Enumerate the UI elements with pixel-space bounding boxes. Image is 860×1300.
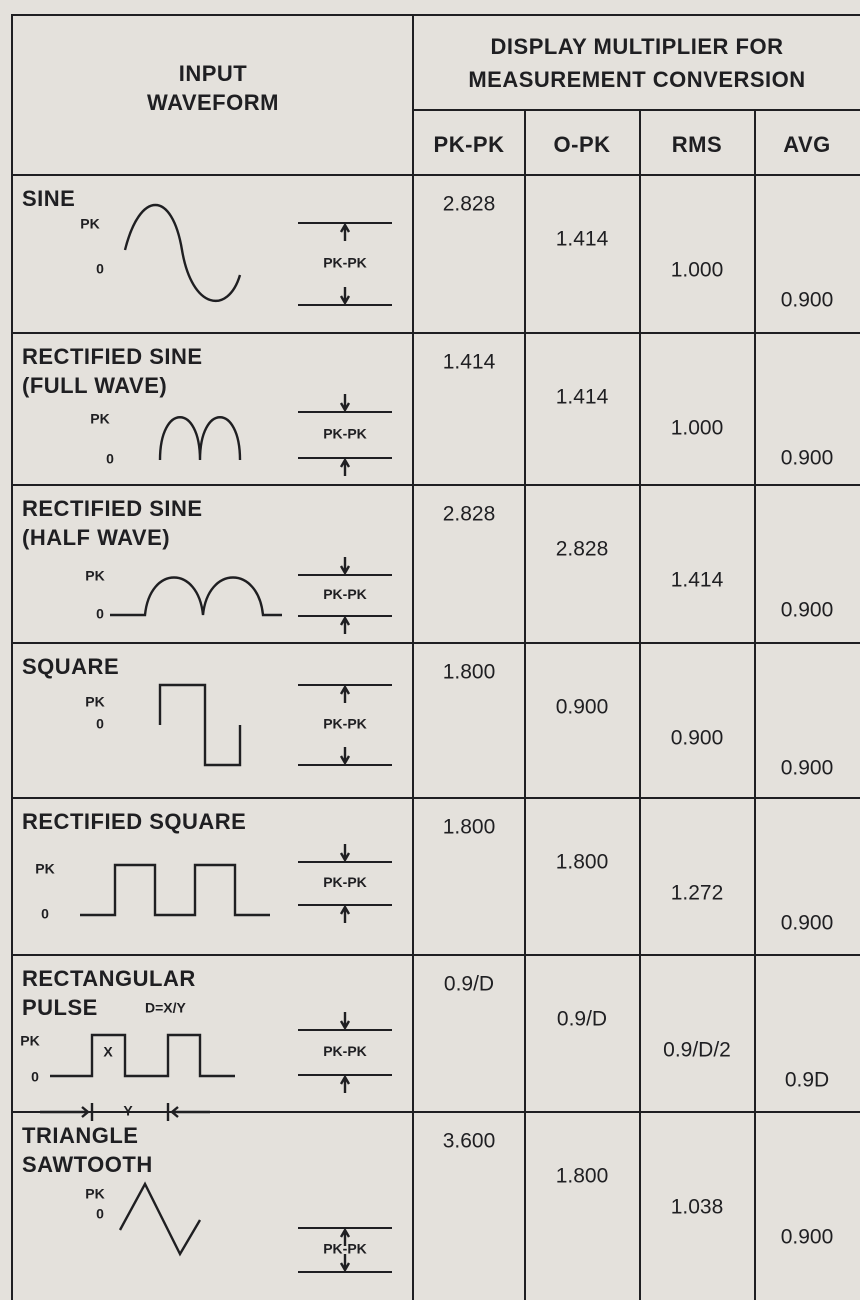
header-text: INPUT: [179, 61, 248, 86]
multiplier-value: 0.900: [781, 912, 834, 935]
multiplier-value: 1.000: [671, 417, 724, 440]
waveform: [125, 205, 240, 301]
waveform-name: RECTANGULAR: [22, 966, 196, 991]
multiplier-value: 1.272: [671, 882, 724, 905]
table-border: [12, 15, 860, 1300]
zero-label: 0: [106, 451, 114, 467]
multiplier-value: 1.414: [556, 386, 609, 409]
pk-label: PK: [85, 694, 104, 710]
pk-label: PK: [90, 411, 109, 427]
pkpk-label: PK-PK: [323, 426, 367, 442]
column-header: AVG: [783, 132, 831, 157]
waveform-name: PULSE: [22, 995, 98, 1020]
page: {"header": {"input_waveform": ["INPUT", …: [0, 0, 860, 1300]
zero-label: 0: [96, 261, 104, 277]
measure-arrow: [341, 287, 349, 303]
multiplier-value: 1.800: [556, 851, 609, 874]
column-header: RMS: [672, 132, 722, 157]
waveform-name: RECTIFIED SINE: [22, 496, 203, 521]
multiplier-value: 2.828: [443, 503, 496, 526]
multiplier-value: 0.900: [781, 599, 834, 622]
multiplier-value: 1.800: [443, 816, 496, 839]
measure-arrow: [341, 844, 349, 860]
waveform-name: SAWTOOTH: [22, 1152, 153, 1177]
zero-label: 0: [41, 906, 49, 922]
waveform-name: RECTIFIED SQUARE: [22, 809, 246, 834]
waveform: [160, 685, 240, 765]
pkpk-label: PK-PK: [323, 1241, 367, 1257]
multiplier-value: 1.800: [443, 661, 496, 684]
pkpk-label: PK-PK: [323, 586, 367, 602]
column-header: PK-PK: [434, 132, 505, 157]
multiplier-value: 0.900: [671, 727, 724, 750]
waveform-name: TRIANGLE: [22, 1123, 138, 1148]
measure-arrow: [341, 1077, 349, 1093]
pk-label: PK: [80, 216, 99, 232]
header-text: DISPLAY MULTIPLIER FOR: [491, 34, 784, 59]
zero-label: 0: [31, 1069, 39, 1085]
multiplier-value: 0.900: [556, 696, 609, 719]
multiplier-value: 0.9D: [785, 1069, 829, 1092]
multiplier-value: 0.9/D: [557, 1008, 607, 1031]
measure-arrow: [341, 394, 349, 410]
pkpk-label: PK-PK: [323, 255, 367, 271]
pk-label: PK: [20, 1033, 39, 1049]
measure-arrow: [341, 1012, 349, 1028]
multiplier-value: 1.414: [671, 569, 724, 592]
multiplier-value: 1.800: [556, 1165, 609, 1188]
multiplier-value: 0.900: [781, 1226, 834, 1249]
header-text: MEASUREMENT CONVERSION: [468, 67, 805, 92]
multiplier-value: 0.9/D/2: [663, 1039, 731, 1062]
conversion-table: INPUT WAVEFORM DISPLAY MULTIPLIER FOR ME…: [0, 0, 860, 1300]
measure-arrow: [341, 557, 349, 573]
measure-arrow: [341, 747, 349, 763]
zero-label: 0: [96, 1206, 104, 1222]
waveform-name: SINE: [22, 186, 75, 211]
waveform: [110, 578, 282, 616]
waveform-name: RECTIFIED SINE: [22, 344, 203, 369]
zero-label: 0: [96, 716, 104, 732]
waveform-name: (FULL WAVE): [22, 373, 167, 398]
measure-arrow: [341, 225, 349, 241]
multiplier-value: 1.414: [443, 351, 496, 374]
pkpk-label: PK-PK: [323, 716, 367, 732]
pkpk-label: PK-PK: [323, 874, 367, 890]
measure-arrow: [341, 460, 349, 476]
multiplier-value: 3.600: [443, 1130, 496, 1153]
pkpk-label: PK-PK: [323, 1043, 367, 1059]
multiplier-value: 1.000: [671, 259, 724, 282]
waveform-name: SQUARE: [22, 654, 119, 679]
formula: D=X/Y: [145, 1000, 187, 1016]
zero-label: 0: [96, 606, 104, 622]
waveform-name: (HALF WAVE): [22, 525, 170, 550]
multiplier-value: 1.414: [556, 228, 609, 251]
multiplier-value: 2.828: [556, 538, 609, 561]
pk-label: PK: [35, 861, 54, 877]
pk-label: PK: [85, 1186, 104, 1202]
multiplier-value: 0.900: [781, 289, 834, 312]
pk-label: PK: [85, 568, 104, 584]
header-text: WAVEFORM: [147, 90, 279, 115]
multiplier-value: 0.9/D: [444, 973, 494, 996]
waveform: [120, 1184, 200, 1254]
column-header: O-PK: [554, 132, 611, 157]
multiplier-value: 0.900: [781, 757, 834, 780]
waveform: [50, 1035, 235, 1076]
measure-arrow: [341, 687, 349, 703]
measure-arrow: [341, 907, 349, 923]
y-label: Y: [123, 1103, 133, 1119]
multiplier-value: 0.900: [781, 447, 834, 470]
multiplier-value: 1.038: [671, 1196, 724, 1219]
waveform: [160, 417, 240, 460]
multiplier-value: 2.828: [443, 193, 496, 216]
waveform: [80, 865, 270, 915]
measure-arrow: [341, 618, 349, 634]
x-label: X: [103, 1044, 113, 1060]
